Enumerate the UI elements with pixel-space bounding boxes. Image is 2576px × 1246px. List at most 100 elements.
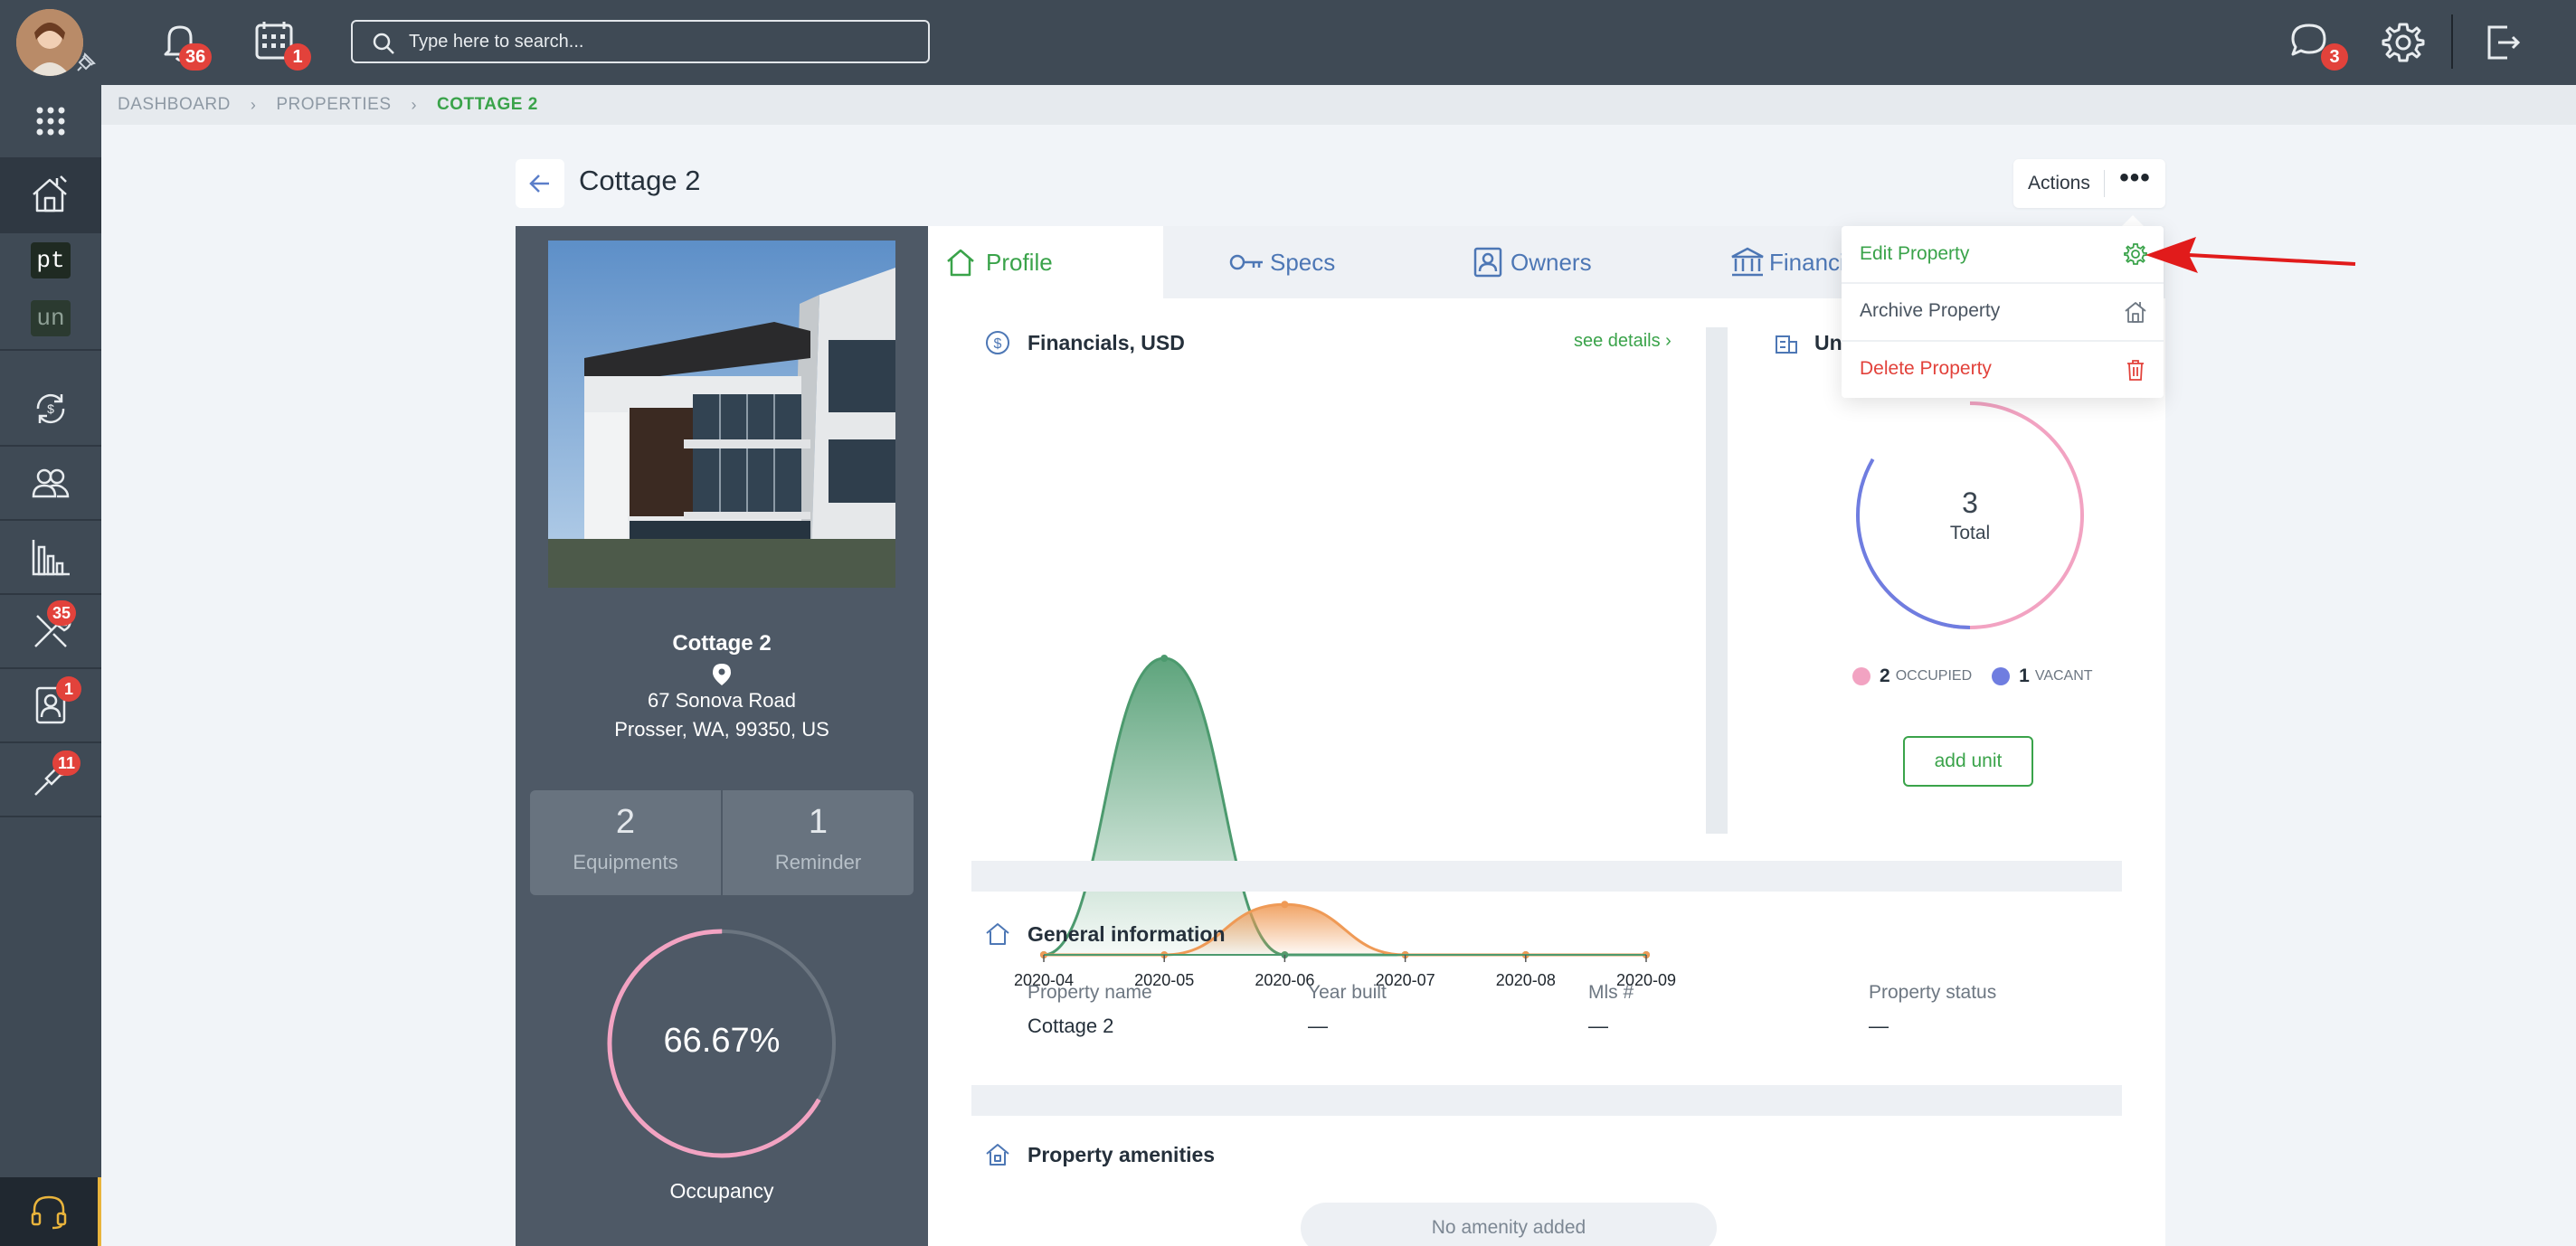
equipments-count: 2	[615, 803, 636, 841]
user-avatar[interactable]	[16, 9, 83, 76]
tab-owners[interactable]: Owners	[1435, 226, 1661, 298]
sidebar-item-maintenance[interactable]: 35	[0, 595, 101, 669]
page-title: Cottage 2	[579, 165, 701, 196]
breadcrumb-current: COTTAGE 2	[437, 95, 538, 114]
reminder-stat[interactable]: 1 Reminder	[721, 790, 914, 895]
vacant-label: VACANT	[2034, 668, 2093, 684]
contacts-icon	[35, 686, 66, 724]
units-legend: 2 OCCUPIED 1 VACANT	[1852, 665, 2093, 687]
data-point[interactable]	[1281, 901, 1289, 909]
address-line1: 67 Sonova Road	[648, 689, 796, 712]
people-icon	[32, 468, 70, 498]
sidebar-item-un[interactable]: un	[0, 288, 101, 351]
info-field-year-built: Year built —	[1308, 982, 1387, 1038]
info-field-property-name: Property name Cottage 2	[1028, 982, 1152, 1038]
occupancy-ring	[607, 929, 837, 1158]
tab-label: Owners	[1511, 248, 1592, 276]
no-amenity-placeholder: No amenity added	[1301, 1203, 1717, 1246]
notifications-badge: 36	[179, 43, 213, 71]
edit-property-item[interactable]: Edit Property	[1842, 226, 2164, 282]
sidebar: pt un $ 35	[0, 85, 101, 1246]
info-value: Cottage 2	[1028, 1015, 1114, 1037]
see-details-link[interactable]: see details ›	[1574, 331, 1672, 351]
logout-icon[interactable]	[2477, 16, 2529, 69]
edit-property-label: Edit Property	[1860, 243, 1970, 264]
contacts-badge: 1	[56, 676, 81, 702]
sidebar-item-transactions[interactable]: $	[0, 373, 101, 447]
address-line2: Prosser, WA, 99350, US	[614, 718, 829, 741]
settings-gear-icon[interactable]	[2377, 16, 2429, 69]
chevron-right-icon: ›	[250, 95, 257, 114]
x-tick-label: 2020-05	[1134, 971, 1194, 989]
breadcrumb-dashboard[interactable]: DASHBOARD	[118, 95, 231, 114]
sidebar-tag-un: un	[31, 300, 71, 336]
add-unit-button[interactable]: add unit	[1903, 736, 2033, 787]
breadcrumb-properties[interactable]: PROPERTIES	[276, 95, 392, 114]
info-value: —	[1308, 1015, 1328, 1037]
back-button[interactable]	[516, 159, 564, 208]
dollar-circle-icon: $	[986, 331, 1009, 354]
arrow-left-icon	[529, 175, 549, 193]
tab-specs[interactable]: Specs	[1190, 226, 1398, 298]
archive-property-item[interactable]: Archive Property	[1842, 282, 2164, 338]
home-icon	[947, 249, 974, 277]
units-title: Un	[1814, 331, 1842, 354]
home-outline-icon	[986, 923, 1009, 945]
vacant-dot	[1992, 667, 2011, 685]
delete-property-item[interactable]: Delete Property	[1842, 340, 2164, 396]
units-donut	[1856, 401, 2084, 629]
occupied-label: OCCUPIED	[1895, 668, 1973, 684]
x-tick-label: 2020-06	[1255, 971, 1314, 989]
equipments-stat[interactable]: 2 Equipments	[530, 790, 721, 895]
info-field-property-status: Property status —	[1869, 982, 1996, 1038]
sidebar-item-properties[interactable]	[0, 159, 101, 233]
units-building-icon	[1776, 335, 1797, 354]
units-total: 3	[1962, 486, 1978, 519]
occupancy-value: 66.67%	[663, 1022, 781, 1060]
search-input[interactable]	[409, 27, 915, 56]
more-dots-icon[interactable]: •••	[2119, 163, 2151, 193]
search-box[interactable]	[351, 20, 930, 63]
properties-icon	[33, 175, 67, 212]
dropdown-caret	[2122, 215, 2144, 226]
donut-vacant-arc	[1856, 401, 2084, 629]
series-area-0	[1044, 658, 1646, 955]
x-tick-label: 2020-09	[1616, 971, 1676, 989]
data-point[interactable]	[1160, 655, 1169, 662]
property-photo	[548, 241, 895, 588]
calendar-icon[interactable]	[250, 16, 302, 69]
sidebar-item-tools[interactable]: 11	[0, 743, 101, 817]
tab-label: Specs	[1270, 248, 1336, 276]
info-label: Mls #	[1588, 982, 1634, 1003]
messages-badge: 3	[2321, 43, 2348, 71]
occupied-dot	[1852, 667, 1870, 685]
info-label: Property name	[1028, 982, 1152, 1003]
occupancy-arc	[607, 929, 837, 1158]
messages-icon[interactable]	[2283, 16, 2335, 69]
tab-financials[interactable]: Financia	[1679, 226, 1860, 298]
headset-icon	[31, 1195, 67, 1230]
delete-property-label: Delete Property	[1860, 358, 1992, 379]
gear-icon	[2124, 243, 2147, 265]
sidebar-item-reports[interactable]	[0, 521, 101, 595]
sidebar-item-people[interactable]	[0, 447, 101, 521]
search-icon	[373, 33, 394, 54]
property-name: Cottage 2	[672, 631, 772, 656]
section-divider	[971, 1085, 2122, 1116]
amenities-house-icon	[986, 1144, 1009, 1166]
archive-property-label: Archive Property	[1860, 300, 2001, 321]
equipments-label: Equipments	[573, 851, 678, 873]
sidebar-tag-pt: pt	[31, 242, 71, 278]
section-divider	[971, 861, 2122, 892]
tab-profile[interactable]: Profile	[928, 226, 1163, 298]
sidebar-item-pt[interactable]: pt	[0, 233, 101, 288]
actions-button[interactable]: Actions •••	[2013, 159, 2165, 208]
sidebar-item-apps[interactable]	[0, 85, 101, 159]
info-value: —	[1869, 1015, 1889, 1037]
pin-icon[interactable]	[76, 52, 96, 78]
reminder-label: Reminder	[774, 851, 862, 873]
support-button[interactable]	[0, 1177, 101, 1246]
sidebar-item-contacts[interactable]: 1	[0, 669, 101, 743]
property-stats: 2 Equipments 1 Reminder	[530, 790, 914, 895]
tools-badge: 11	[52, 750, 81, 776]
